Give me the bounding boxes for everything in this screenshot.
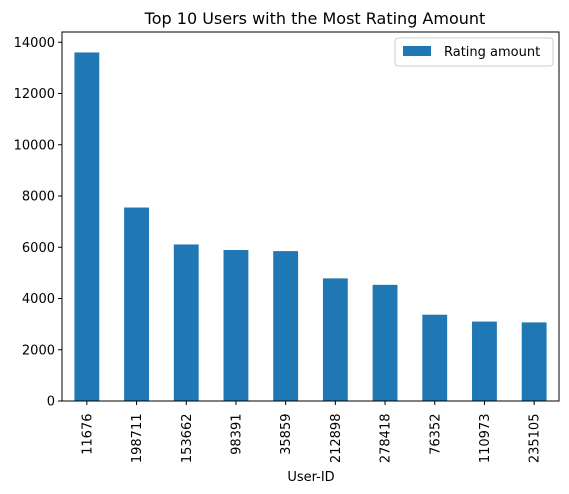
- x-tick-label: 153662: [180, 414, 195, 464]
- legend-label: Rating amount: [444, 45, 540, 60]
- y-tick-label: 6000: [22, 241, 55, 256]
- x-tick-label: 76352: [428, 414, 443, 455]
- y-tick-label: 4000: [22, 292, 55, 307]
- y-axis-ticks: 0 2000 4000 6000 8000 10000 12000 14000: [14, 36, 62, 410]
- y-tick-label: 0: [47, 395, 55, 410]
- y-tick-label: 14000: [14, 36, 55, 51]
- bar-235105: [521, 322, 547, 401]
- chart-title: Top 10 Users with the Most Rating Amount: [144, 9, 486, 28]
- bar-278418: [372, 284, 398, 401]
- bar-76352: [422, 314, 448, 401]
- bar-198711: [124, 207, 149, 401]
- y-tick-label: 8000: [22, 190, 55, 205]
- y-tick-label: 12000: [14, 87, 55, 102]
- bar-212898: [322, 278, 348, 401]
- x-tick-label: 235105: [528, 414, 543, 464]
- x-tick-label: 278418: [379, 414, 394, 464]
- bar-35859: [273, 251, 299, 401]
- legend: Rating amount: [394, 37, 554, 67]
- plot-frame: [61, 31, 560, 402]
- bar-153662: [173, 244, 199, 401]
- x-tick-label: 35859: [279, 414, 294, 455]
- x-tick-label: 198711: [130, 414, 145, 464]
- bar-11676: [74, 52, 100, 401]
- x-axis-ticks: 11676 198711 153662 98391 35859 212898 278418 7…: [80, 401, 543, 464]
- x-tick-label: 11676: [80, 414, 95, 455]
- legend-swatch: [403, 46, 431, 56]
- x-tick-label: 110973: [478, 414, 493, 464]
- x-tick-label: 98391: [229, 414, 244, 455]
- bar-98391: [223, 250, 249, 401]
- x-tick-label: 212898: [329, 414, 344, 464]
- x-axis-label: User-ID: [287, 470, 334, 485]
- y-tick-label: 10000: [14, 138, 55, 153]
- y-tick-label: 2000: [22, 343, 55, 358]
- legend-box: [394, 37, 554, 67]
- bar-110973: [472, 321, 497, 401]
- bars-group: [74, 52, 547, 401]
